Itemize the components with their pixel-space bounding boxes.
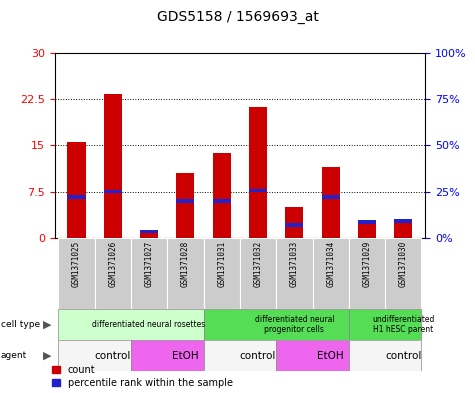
Bar [276,340,349,371]
Bar [131,238,167,309]
Text: GSM1371034: GSM1371034 [326,241,335,287]
Bar [349,238,385,309]
Text: EtOH: EtOH [172,351,199,361]
Bar [285,223,304,226]
Text: GSM1371026: GSM1371026 [108,241,117,287]
Bar [276,238,313,309]
Bar [249,107,267,238]
Bar [104,190,122,193]
Bar [349,340,421,371]
Text: control: control [95,351,131,361]
Bar [204,309,349,340]
Bar [104,94,122,238]
Text: GDS5158 / 1569693_at: GDS5158 / 1569693_at [157,10,318,24]
Bar [67,195,86,199]
Text: EtOH: EtOH [317,351,344,361]
Bar [204,238,240,309]
Bar [58,340,131,371]
Text: GSM1371032: GSM1371032 [254,241,263,287]
Text: differentiated neural rosettes: differentiated neural rosettes [93,320,206,329]
Bar [358,224,376,238]
Text: GSM1371030: GSM1371030 [399,241,408,287]
Text: GSM1371027: GSM1371027 [144,241,153,287]
Bar [167,238,204,309]
Bar [249,189,267,192]
Bar [394,222,412,238]
Text: control: control [240,351,276,361]
Bar [140,230,158,238]
Text: cell type: cell type [1,320,40,329]
Bar [358,220,376,224]
Text: undifferentiated
H1 hESC parent: undifferentiated H1 hESC parent [372,314,435,334]
Text: GSM1371029: GSM1371029 [362,241,371,287]
Bar [349,309,421,340]
Bar [58,309,204,340]
Text: GSM1371033: GSM1371033 [290,241,299,287]
Bar [95,238,131,309]
Text: agent: agent [1,351,27,360]
Bar [176,173,194,238]
Text: ▶: ▶ [43,319,51,329]
Text: ▶: ▶ [43,351,51,361]
Text: GSM1371031: GSM1371031 [217,241,226,287]
Bar [67,142,86,238]
Bar [58,238,95,309]
Bar [322,167,340,238]
Bar [204,340,276,371]
Bar [285,207,304,238]
Bar [322,195,340,199]
Text: GSM1371025: GSM1371025 [72,241,81,287]
Bar [385,238,421,309]
Bar [213,153,231,238]
Bar [131,340,204,371]
Bar [313,238,349,309]
Bar [140,230,158,233]
Legend: count, percentile rank within the sample: count, percentile rank within the sample [52,365,233,388]
Bar [394,219,412,223]
Bar [176,199,194,202]
Bar [213,199,231,202]
Text: control: control [385,351,421,361]
Bar [240,238,276,309]
Text: differentiated neural
progenitor cells: differentiated neural progenitor cells [255,314,334,334]
Text: GSM1371028: GSM1371028 [181,241,190,287]
